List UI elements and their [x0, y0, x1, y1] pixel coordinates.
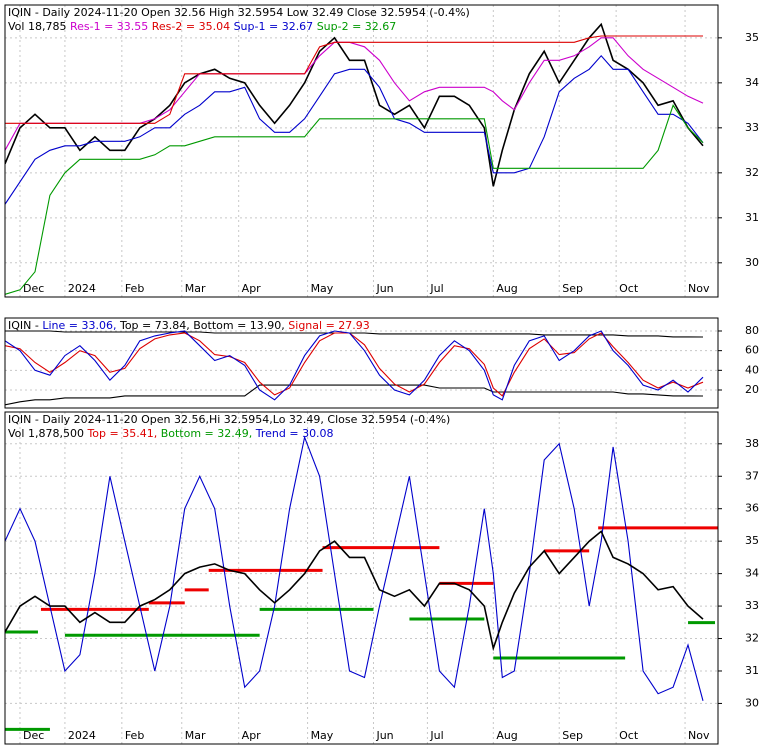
y-tick-label: 20 — [745, 383, 759, 396]
y-tick-label: 33 — [745, 121, 759, 134]
y-tick-label: 80 — [745, 324, 759, 337]
x-tick-label: Oct — [619, 282, 639, 295]
x-tick-label: Jul — [429, 282, 443, 295]
series-line — [5, 330, 704, 338]
y-tick-label: 30 — [745, 256, 759, 269]
y-tick-label: 35 — [745, 534, 759, 547]
header-part: IQIN - — [8, 319, 42, 332]
x-tick-label: 2024 — [68, 282, 96, 295]
y-tick-label: 31 — [745, 664, 759, 677]
header-part: Top = 73.84, Bottom = 13.90, — [119, 319, 288, 332]
panel-frame — [4, 4, 719, 298]
x-tick-label: Feb — [125, 282, 144, 295]
y-tick-label: 36 — [745, 502, 759, 515]
x-tick-label: Aug — [496, 282, 517, 295]
header-part: Res-2 = 35.04 — [152, 20, 234, 33]
header-part: Top = 35.41, — [86, 427, 160, 440]
header-line: IQIN - Line = 33.06, Top = 73.84, Bottom… — [8, 319, 370, 332]
x-tick-label: Nov — [688, 282, 710, 295]
x-tick-label: Sep — [562, 729, 583, 742]
header-part: Vol 18,785 — [8, 20, 70, 33]
header-line: IQIN - Daily 2024-11-20 Open 32.56 High … — [8, 6, 470, 19]
x-tick-label: Oct — [619, 729, 639, 742]
header-line: IQIN - Daily 2024-11-20 Open 32.56,Hi 32… — [8, 413, 450, 426]
x-tick-label: May — [311, 282, 334, 295]
panel-frame — [4, 411, 719, 745]
series-line — [5, 332, 704, 397]
x-tick-label: Dec — [23, 729, 44, 742]
series-line — [5, 104, 704, 295]
plot-area — [5, 435, 718, 731]
header-part: Line = 33.06, — [42, 319, 120, 332]
series-line — [5, 35, 703, 124]
series-line — [5, 530, 704, 652]
y-tick-label: 34 — [745, 76, 759, 89]
x-tick-label: 2024 — [68, 729, 96, 742]
y-tick-label: 32 — [745, 632, 759, 645]
y-tick-label: 31 — [745, 211, 759, 224]
y-tick-label: 34 — [745, 567, 759, 580]
plot-area — [5, 330, 704, 406]
panel-frame — [4, 317, 719, 409]
y-tick-label: 38 — [745, 437, 759, 450]
header-line: Vol 18,785 Res-1 = 33.55 Res-2 = 35.04 S… — [8, 20, 396, 33]
header-part: Signal = 27.93 — [288, 319, 370, 332]
header-line: Vol 1,878,500 Top = 35.41, Bottom = 32.4… — [8, 427, 334, 440]
x-tick-label: Mar — [185, 729, 206, 742]
header-part: Sup-1 = 32.67 — [234, 20, 317, 33]
x-tick-label: Apr — [242, 282, 262, 295]
header-part: IQIN - Daily 2024-11-20 Open 32.56 High … — [8, 6, 470, 19]
x-tick-label: Jun — [375, 729, 393, 742]
y-tick-label: 30 — [745, 696, 759, 709]
series-line — [5, 435, 704, 701]
header-part: IQIN - Daily 2024-11-20 Open 32.56,Hi 32… — [8, 413, 450, 426]
x-tick-label: Jun — [375, 282, 393, 295]
x-tick-label: Jul — [429, 729, 443, 742]
y-tick-label: 33 — [745, 599, 759, 612]
x-tick-label: Aug — [496, 729, 517, 742]
y-tick-label: 32 — [745, 166, 759, 179]
x-tick-label: Dec — [23, 282, 44, 295]
series-line — [5, 384, 704, 406]
y-tick-label: 40 — [745, 363, 759, 376]
series-line — [5, 330, 704, 401]
x-tick-label: May — [311, 729, 334, 742]
header-part: Trend = 30.08 — [255, 427, 334, 440]
panel — [5, 412, 718, 744]
header-part: Bottom = 32.49, — [161, 427, 256, 440]
y-tick-label: 37 — [745, 469, 759, 482]
header-part: Res-1 = 33.55 — [70, 20, 152, 33]
x-tick-label: Sep — [562, 282, 583, 295]
header-part: Vol 1,878,500 — [8, 427, 87, 440]
x-tick-label: Apr — [242, 729, 262, 742]
x-tick-label: Mar — [185, 282, 206, 295]
y-tick-label: 35 — [745, 31, 759, 44]
x-tick-label: Feb — [125, 729, 144, 742]
header-part: Sup-2 = 32.67 — [317, 20, 397, 33]
plot-area — [5, 22, 704, 295]
y-tick-label: 60 — [745, 344, 759, 357]
x-tick-label: Nov — [688, 729, 710, 742]
series-line — [5, 54, 704, 205]
